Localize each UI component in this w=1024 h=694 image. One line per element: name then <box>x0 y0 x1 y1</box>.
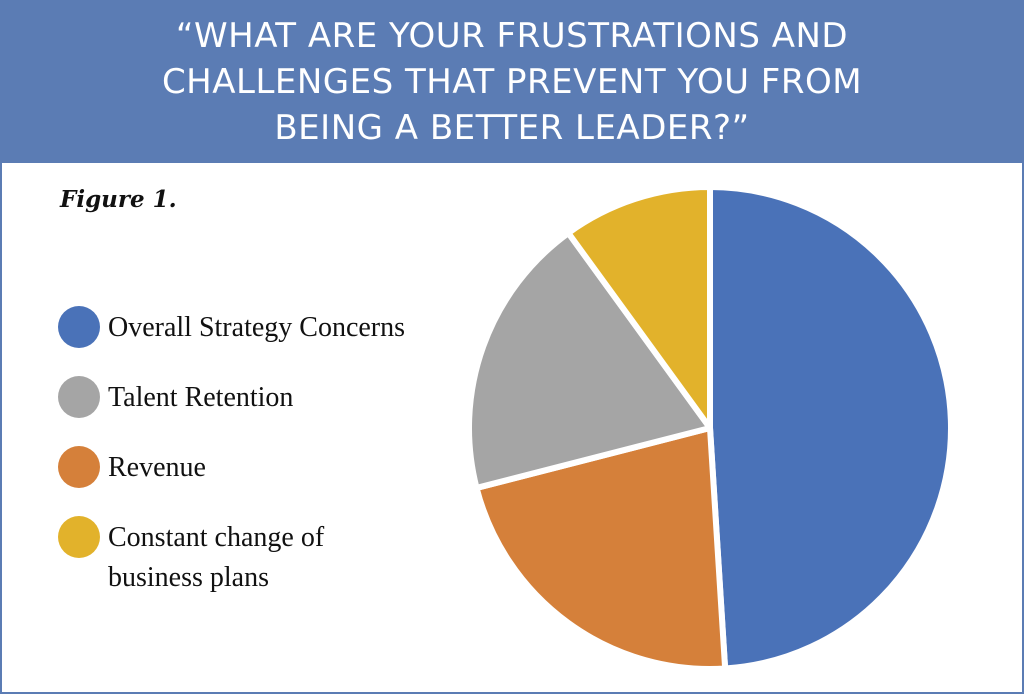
legend-label-constant-change: Constant change of business plans <box>108 522 325 593</box>
legend-swatch-overall-strategy <box>58 306 100 348</box>
pie-chart <box>466 184 954 672</box>
legend-item-constant-change: Constant change of business plans <box>58 516 408 598</box>
legend-item-talent-retention: Talent Retention <box>58 376 408 418</box>
legend-label-talent-retention: Talent Retention <box>108 382 294 413</box>
pie-slice-talent-retention <box>466 230 713 491</box>
legend-swatch-constant-change <box>58 516 100 558</box>
legend-item-overall-strategy: Overall Strategy Concerns <box>58 306 408 348</box>
legend-swatch-talent-retention <box>58 376 100 418</box>
pie-slice-overall-strategy-concerns <box>707 184 954 672</box>
pie-slice-constant-change-of-business-plans <box>565 184 713 431</box>
chart-legend: Overall Strategy Concerns Talent Retenti… <box>58 306 408 628</box>
pie-slice-revenue <box>473 425 729 672</box>
figure-label: Figure 1. <box>60 186 177 213</box>
title-line-3: BEING A BETTER LEADER?” <box>274 107 750 148</box>
title-line-2: CHALLENGES THAT PREVENT YOU FROM <box>161 61 863 102</box>
legend-label-overall-strategy: Overall Strategy Concerns <box>108 312 406 343</box>
legend-label-revenue: Revenue <box>108 452 206 483</box>
legend-swatch-revenue <box>58 446 100 488</box>
title-banner: “WHAT ARE YOUR FRUSTRATIONS AND CHALLENG… <box>0 0 1024 163</box>
title-line-1: “WHAT ARE YOUR FRUSTRATIONS AND <box>175 15 849 56</box>
legend-item-revenue: Revenue <box>58 446 408 488</box>
